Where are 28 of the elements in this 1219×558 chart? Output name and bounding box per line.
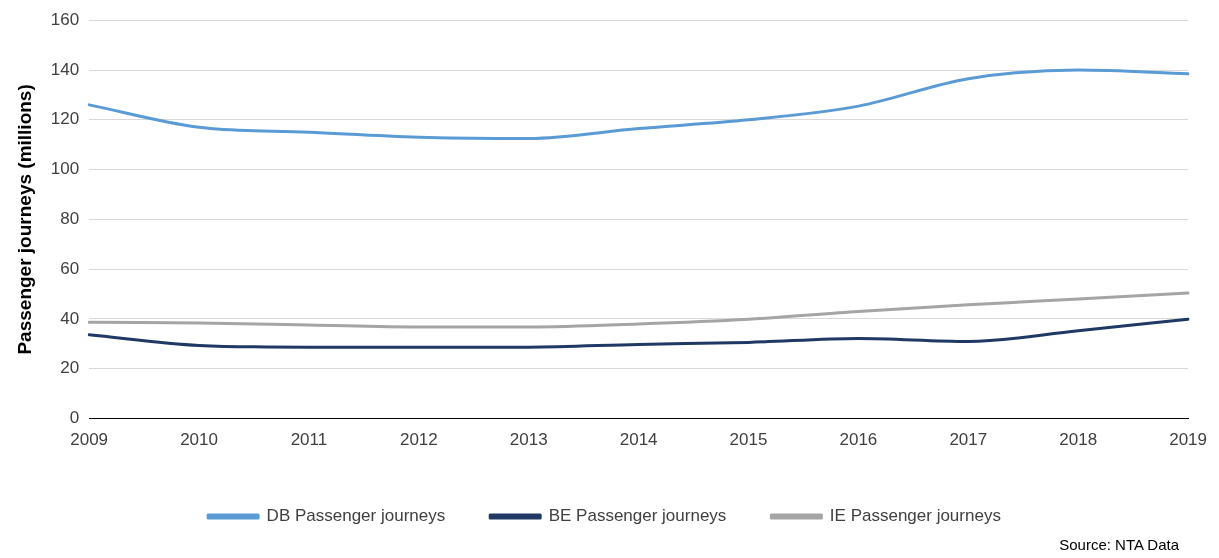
x-tick-label: 2010 xyxy=(180,430,218,450)
line-series xyxy=(87,68,1190,140)
x-tick-label: 2009 xyxy=(70,430,109,450)
legend-label: DB Passenger journeys xyxy=(266,506,446,526)
x-tick-label: 2019 xyxy=(1169,430,1207,450)
line-series xyxy=(87,317,1190,349)
y-axis-title: Passenger journeys (millions) xyxy=(13,84,35,355)
x-tick-label: 2014 xyxy=(619,430,658,450)
x-tick-label: 2018 xyxy=(1059,430,1098,450)
y-tick-label: 120 xyxy=(50,109,80,129)
x-tick-label: 2011 xyxy=(290,430,328,450)
x-tick-label: 2013 xyxy=(509,430,548,450)
x-tick-label: 2012 xyxy=(399,430,438,450)
line-series xyxy=(87,291,1190,329)
y-tick-label: 20 xyxy=(60,358,80,378)
x-tick-label: 2017 xyxy=(949,430,988,450)
source-note: Source: NTA Data xyxy=(1059,536,1179,553)
y-tick-label: 0 xyxy=(69,408,80,428)
y-tick-label: 140 xyxy=(50,59,80,79)
x-tick-label: 2015 xyxy=(729,430,768,450)
x-tick-label: 2016 xyxy=(839,430,878,450)
y-tick-label: 100 xyxy=(50,159,80,179)
y-tick-label: 160 xyxy=(50,9,80,29)
y-tick-label: 80 xyxy=(60,209,80,229)
y-tick-label: 40 xyxy=(60,308,80,328)
legend-label: BE Passenger journeys xyxy=(548,506,727,526)
legend-label: IE Passenger journeys xyxy=(829,506,1001,526)
y-tick-label: 60 xyxy=(60,258,80,278)
